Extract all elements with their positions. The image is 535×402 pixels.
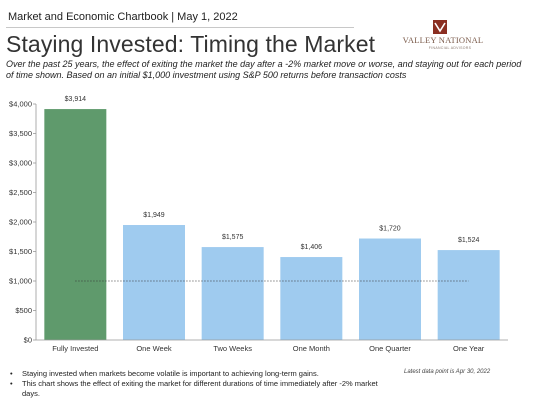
bar [437,250,500,340]
bar-data-label: $1,406 [301,244,323,251]
x-tick-label: One Year [453,344,485,353]
chartbook-header: Market and Economic Chartbook | May 1, 2… [8,11,238,23]
x-tick-label: One Quarter [369,344,411,353]
bar [280,257,343,340]
footnote-2: This chart shows the effect of exiting t… [8,379,383,399]
footnotes: Staying invested when markets become vol… [8,369,383,399]
bar-data-label: $1,524 [458,237,480,244]
chart-subtitle: Over the past 25 years, the effect of ex… [6,59,522,80]
bar-data-label: $1,720 [379,226,401,233]
bar-data-label: $1,949 [143,212,165,219]
bar [123,225,185,340]
y-tick-label: $1,500 [9,247,32,256]
logo-mark-icon [433,20,447,34]
bar [44,109,107,340]
page-title: Staying Invested: Timing the Market [6,31,376,57]
y-tick-label: $1,000 [9,277,32,286]
footnote-1: Staying invested when markets become vol… [8,369,383,379]
logo-subtitle: FINANCIAL ADVISORS [428,46,472,50]
y-tick-label: $2,000 [9,218,32,227]
y-tick-label: $3,000 [9,159,32,168]
bar [201,247,264,340]
bar [359,238,421,340]
bar-data-label: $3,914 [65,96,87,103]
y-tick-label: $500 [15,306,32,315]
company-logo: VALLEY NATIONAL FINANCIAL ADVISORS [398,20,488,50]
x-tick-label: Fully Invested [52,344,98,353]
y-tick-label: $2,500 [9,188,32,197]
data-note: Latest data point is Apr 30, 2022 [404,369,491,375]
y-tick-label: $3,500 [9,129,32,138]
x-tick-label: One Month [293,344,330,353]
bar-data-label: $1,575 [222,234,244,241]
y-tick-label: $0 [24,336,32,345]
y-tick-label: $4,000 [9,100,32,109]
header-divider [6,27,354,28]
x-tick-label: Two Weeks [213,344,252,353]
x-tick-label: One Week [136,344,172,353]
logo-name: VALLEY NATIONAL [402,35,484,45]
